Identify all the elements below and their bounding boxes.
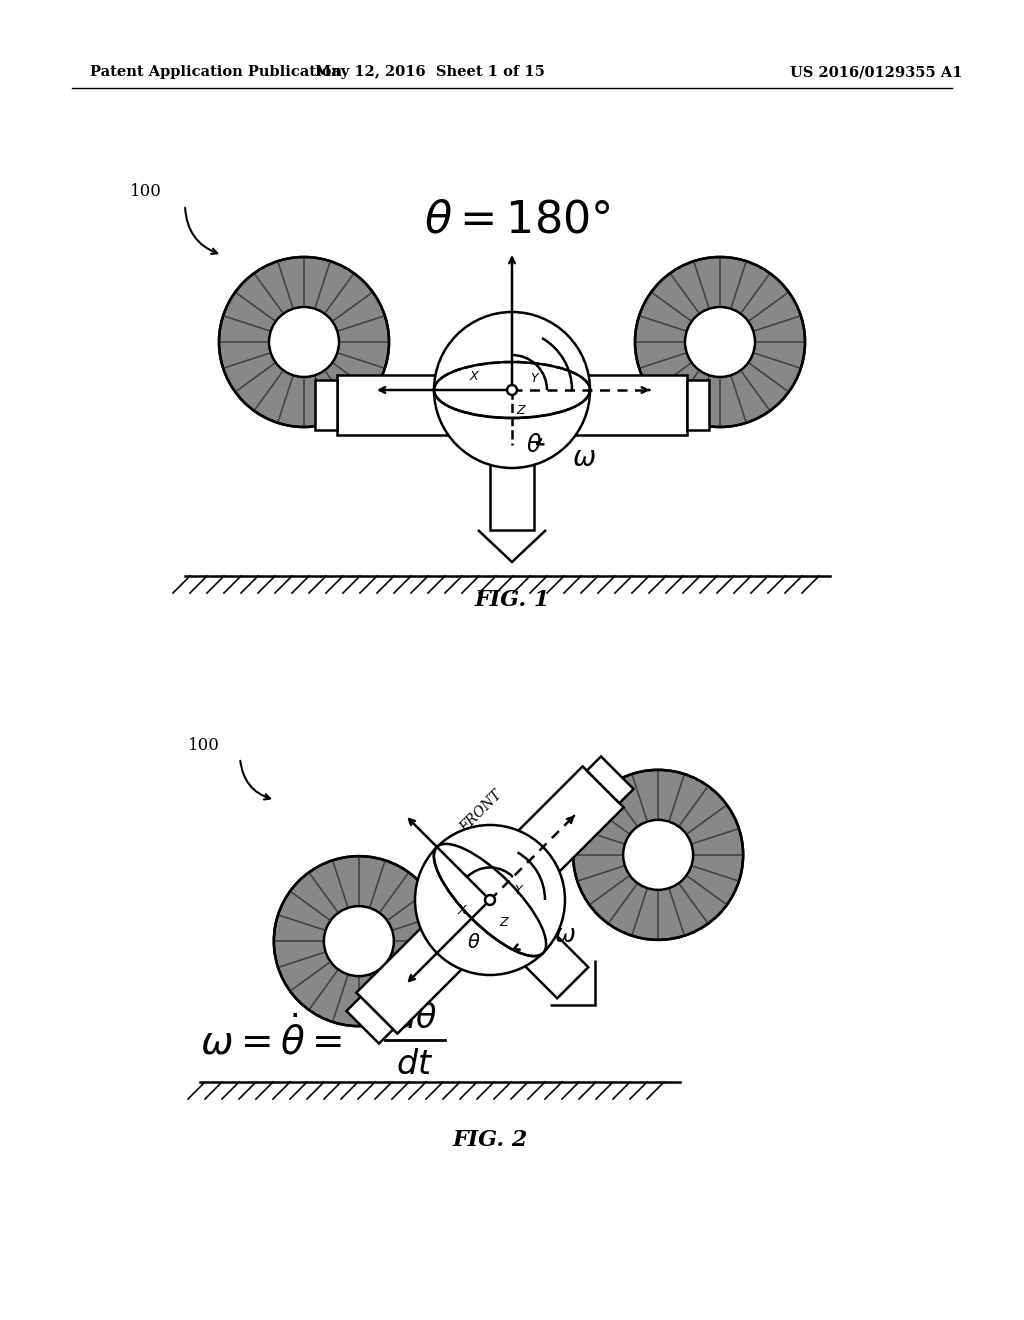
Text: Z: Z	[517, 404, 525, 417]
Bar	[490, 436, 534, 531]
Circle shape	[487, 898, 493, 903]
Circle shape	[624, 820, 693, 890]
Circle shape	[509, 387, 515, 393]
Circle shape	[685, 308, 755, 378]
Text: Z: Z	[500, 916, 508, 928]
Polygon shape	[356, 767, 624, 1034]
Text: Y: Y	[514, 883, 522, 896]
Text: 100: 100	[188, 737, 220, 754]
Circle shape	[269, 308, 339, 378]
Circle shape	[507, 384, 517, 396]
Text: X: X	[458, 903, 466, 916]
Polygon shape	[587, 756, 634, 803]
Text: 100: 100	[130, 183, 162, 201]
Bar	[337, 375, 687, 436]
Circle shape	[635, 257, 805, 426]
Text: $\theta$: $\theta$	[526, 433, 542, 457]
Text: FIG. 1: FIG. 1	[474, 589, 550, 611]
Text: US 2016/0129355 A1: US 2016/0129355 A1	[790, 65, 963, 79]
Text: $dt$: $dt$	[396, 1048, 433, 1081]
Text: $d\theta$: $d\theta$	[393, 1002, 436, 1035]
Text: $\omega$: $\omega$	[572, 445, 596, 471]
Text: X: X	[470, 370, 478, 383]
Polygon shape	[495, 906, 588, 998]
Text: $\theta = 180°$: $\theta = 180°$	[424, 198, 610, 242]
Polygon shape	[346, 997, 393, 1044]
Circle shape	[573, 770, 743, 940]
Circle shape	[324, 906, 394, 975]
Bar	[315, 380, 337, 430]
Text: REAR: REAR	[372, 401, 417, 414]
Bar	[687, 380, 709, 430]
Circle shape	[484, 895, 496, 906]
Text: Y: Y	[530, 371, 538, 384]
Text: $\theta$: $\theta$	[467, 932, 481, 952]
Circle shape	[434, 312, 590, 469]
Ellipse shape	[434, 362, 590, 418]
Text: May 12, 2016  Sheet 1 of 15: May 12, 2016 Sheet 1 of 15	[315, 65, 545, 79]
Ellipse shape	[434, 843, 546, 956]
Text: FRONT: FRONT	[594, 401, 652, 414]
Circle shape	[219, 257, 389, 426]
Text: $\omega$: $\omega$	[554, 923, 575, 946]
Text: FIG. 2: FIG. 2	[453, 1129, 527, 1151]
Circle shape	[415, 825, 565, 975]
Text: REAR: REAR	[632, 846, 671, 886]
Text: Patent Application Publication: Patent Application Publication	[90, 65, 342, 79]
Circle shape	[273, 857, 443, 1026]
Text: FRONT: FRONT	[458, 788, 505, 836]
Text: $\omega = \dot{\theta} = $: $\omega = \dot{\theta} = $	[200, 1018, 342, 1063]
